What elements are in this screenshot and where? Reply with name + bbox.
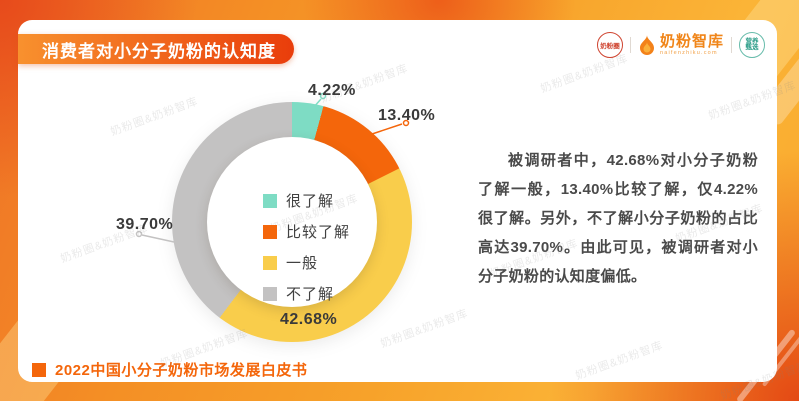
- legend-item: 比较了解: [263, 221, 350, 242]
- legend-swatch: [263, 193, 277, 208]
- naifenzhiku-logo: 奶粉智库 naifenzhiku.com: [638, 34, 724, 57]
- flame-icon: [639, 35, 654, 55]
- source-line: 2022中国小分子奶粉市场发展白皮书: [32, 359, 307, 380]
- logo-divider: [731, 37, 732, 53]
- naifenquan-stamp-logo: 奶粉圈: [596, 32, 623, 58]
- nutrition-badge-logo: 营养 甄选: [739, 32, 765, 58]
- legend-item: 一般: [263, 252, 350, 273]
- data-label-bijiaoliaojie: 13.40%: [378, 107, 436, 124]
- source-text: 2022中国小分子奶粉市场发展白皮书: [55, 362, 308, 379]
- legend-swatch: [263, 255, 277, 270]
- leader-lines: [135, 92, 410, 243]
- donut-chart: [172, 102, 412, 342]
- logo-row: 奶粉圈 奶粉智库 naifenzhiku.com 营养 甄选: [596, 32, 765, 58]
- source-bullet: [32, 362, 46, 377]
- data-label-henliaojie: 4.22%: [308, 82, 356, 99]
- brand-domain: naifenzhiku.com: [659, 49, 718, 56]
- legend-item: 很了解: [263, 190, 350, 211]
- donut-hole: [207, 137, 377, 307]
- data-label-buliaojie: 39.70%: [116, 216, 174, 233]
- brand-name: 奶粉智库: [659, 32, 724, 50]
- legend-item: 不了解: [263, 283, 350, 304]
- logo-divider: [629, 37, 631, 53]
- legend-swatch: [263, 286, 277, 301]
- page-title: 消费者对小分子奶粉的认知度: [42, 41, 276, 61]
- analysis-paragraph: 被调研者中，42.68%对小分子奶粉了解一般，13.40%比较了解，仅4.22%…: [478, 152, 758, 285]
- chart-legend: 很了解 比较了解 一般 不了解: [263, 190, 350, 314]
- content-card: 奶粉圈&奶粉智库 奶粉圈&奶粉智库 奶粉圈&奶粉智库 奶粉圈&奶粉智库 奶粉圈&…: [18, 20, 799, 401]
- title-banner: 消费者对小分子奶粉的认知度: [18, 34, 294, 64]
- data-label-yiban: 42.68%: [280, 311, 338, 328]
- legend-swatch: [263, 224, 277, 239]
